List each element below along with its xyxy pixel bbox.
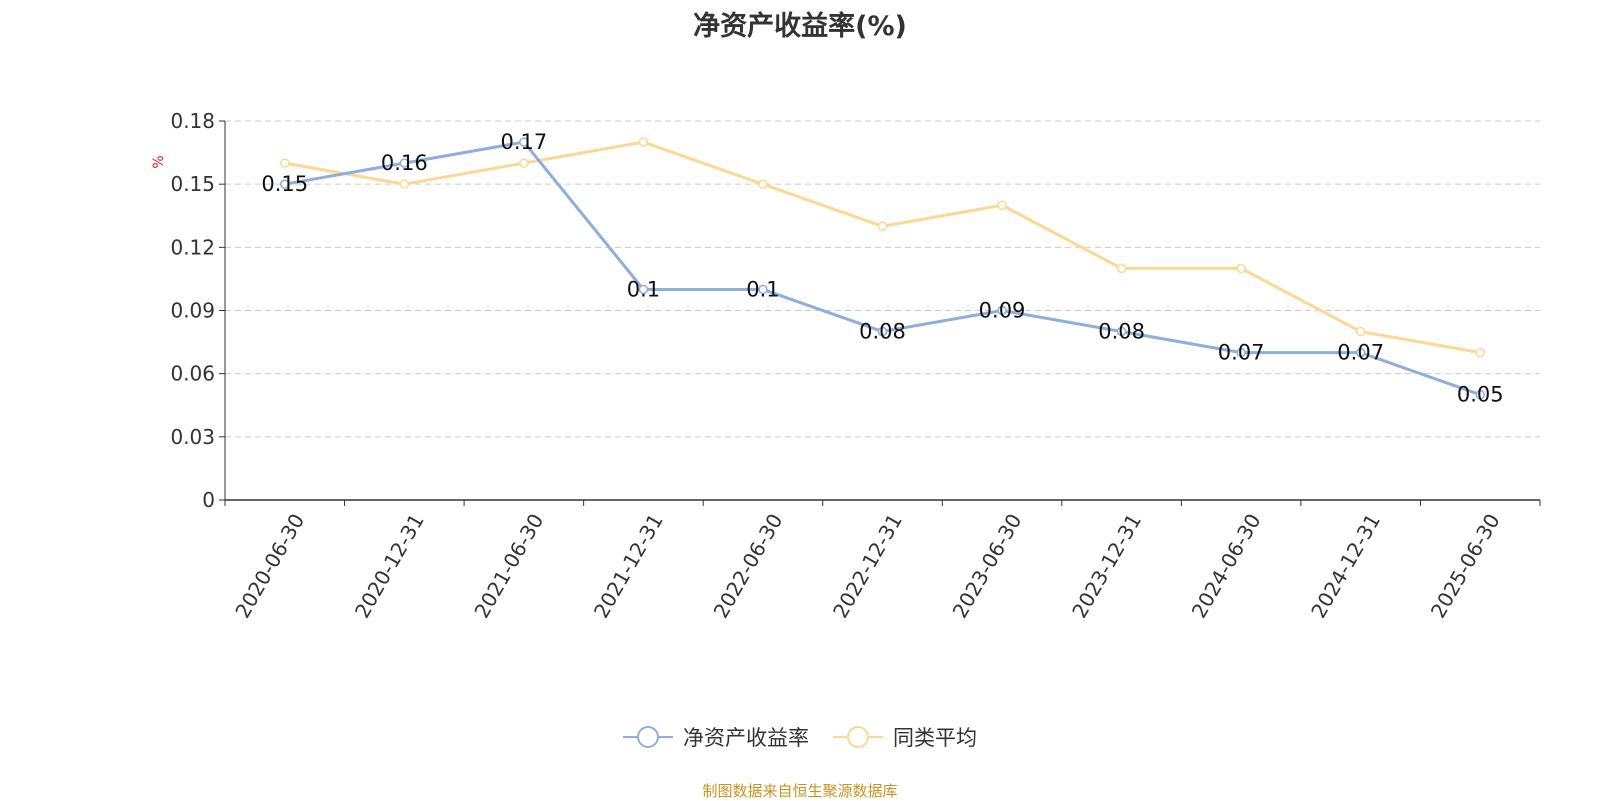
x-tick-label: 2023-06-30 [948,509,1027,622]
series-point-0 [758,284,768,295]
series-point-1 [1116,263,1127,274]
series-point-1 [997,200,1007,210]
series-line-0 [284,140,1481,397]
data-labels: 0.15 0.16 0.17 0.1 0.1 0.08 0.09 0.08 0.07 0.07 0.… [261,130,1503,407]
data-label: 0.08 [859,320,906,344]
series-point-1 [638,137,649,147]
series-point-0 [997,305,1007,316]
data-label: 0.07 [1218,341,1265,365]
y-axis-unit-label: % [151,155,167,168]
data-label: 0.15 [261,172,308,196]
x-tick-label: 2022-12-31 [828,510,907,623]
series-point-0 [519,137,529,147]
series [280,137,1485,400]
x-tick-label: 2024-12-31 [1306,510,1385,623]
legend-item-peer-average[interactable]: 同类平均 [833,722,977,752]
axes: 0 0.03 0.06 0.09 0.12 0.15 0.18 2020-06-30 2020-… [170,109,1541,623]
x-tick-label: 2022-06-30 [709,510,788,623]
data-label: 0.09 [979,299,1026,323]
series-point-0 [399,158,410,168]
x-tick-label: 2021-12-31 [589,510,668,623]
series-point-0 [280,179,290,189]
y-tick-label: 0 [202,488,215,512]
series-point-0 [1355,347,1366,358]
data-label: 0.1 [627,277,660,301]
series-point-0 [1236,347,1246,358]
series-point-1 [758,179,768,189]
series-point-1 [519,158,529,168]
x-tick-label: 2025-06-30 [1426,510,1505,623]
legend-roe-marker-icon [623,726,673,748]
series-point-1 [399,179,410,189]
series-point-1 [1475,347,1485,358]
series-point-0 [638,284,649,295]
y-tick-label: 0.12 [170,235,215,259]
x-tick-label: 2021-06-30 [469,510,548,623]
series-point-0 [877,326,888,337]
series-point-1 [1355,326,1366,337]
y-tick-label: 0.06 [170,362,215,386]
data-label: 0.08 [1098,320,1145,344]
series-point-1 [1236,263,1246,274]
series-point-0 [1116,326,1127,337]
legend-peer-marker-icon [833,726,883,748]
source-note: 制图数据来自恒生聚源数据库 [702,782,898,800]
y-tick-label: 0.18 [170,109,215,133]
chart-title: 净资产收益率(%) [693,11,907,42]
y-tick-label: 0.03 [170,425,215,449]
legend: 净资产收益率 同类平均 [0,722,1600,752]
data-label: 0.1 [746,277,779,301]
data-label: 0.16 [381,151,428,175]
data-label: 0.07 [1337,341,1384,365]
x-tick-label: 2023-12-31 [1067,510,1146,623]
x-tick-label: 2020-06-30 [230,510,309,623]
y-tick-label: 0.09 [170,299,215,323]
series-point-1 [877,221,888,232]
data-label: 0.05 [1457,383,1504,407]
data-label: 0.17 [500,130,547,154]
y-tick-label: 0.15 [170,172,215,196]
legend-item-roe[interactable]: 净资产收益率 [623,722,809,752]
legend-peer-label: 同类平均 [893,726,977,750]
x-tick-label: 2024-06-30 [1187,510,1266,623]
x-tick-label: 2020-12-31 [350,510,429,623]
series-point-1 [280,158,290,168]
series-point-0 [1475,389,1485,400]
legend-roe-label: 净资产收益率 [683,726,809,750]
